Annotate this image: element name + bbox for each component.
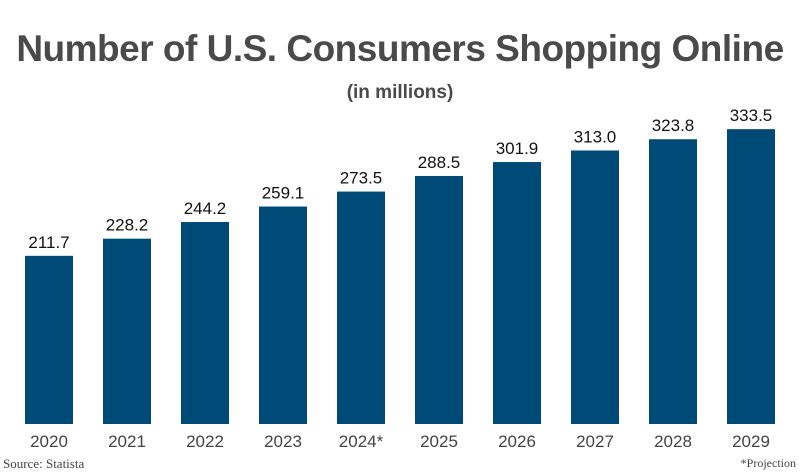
bar-2027 xyxy=(571,150,619,425)
x-tick-label: 2022 xyxy=(186,432,224,451)
bar-2025 xyxy=(415,175,463,424)
x-tick-label: 2021 xyxy=(108,432,146,451)
x-tick-label: 2028 xyxy=(654,432,692,451)
chart-title: Number of U.S. Consumers Shopping Online xyxy=(16,28,784,69)
data-label: 244.2 xyxy=(184,199,227,218)
data-label: 301.9 xyxy=(496,139,539,158)
bar-2023 xyxy=(259,206,307,424)
data-label: 288.5 xyxy=(418,153,461,172)
bar-2022 xyxy=(181,222,229,424)
data-label: 273.5 xyxy=(340,169,383,188)
data-label: 228.2 xyxy=(106,216,149,235)
source-note: Source: Statista xyxy=(3,456,85,471)
chart-subtitle: (in millions) xyxy=(346,82,454,103)
projection-note: *Projection xyxy=(740,456,796,470)
x-tick-label: 2026 xyxy=(498,432,536,451)
x-tick-label: 2024* xyxy=(339,432,384,451)
x-tick-label: 2025 xyxy=(420,432,458,451)
data-label: 211.7 xyxy=(28,233,69,252)
data-label: 313.0 xyxy=(574,127,617,146)
bar-2029 xyxy=(727,129,775,424)
data-label: 323.8 xyxy=(652,116,695,135)
x-tick-label: 2020 xyxy=(30,432,68,451)
x-tick-label: 2023 xyxy=(264,432,302,451)
x-tick-label: 2027 xyxy=(576,432,614,451)
bar-2026 xyxy=(493,162,541,425)
data-label: 333.5 xyxy=(730,106,773,125)
bar-2021 xyxy=(103,238,151,424)
bar-2024* xyxy=(337,191,385,424)
bar-2028 xyxy=(649,139,697,425)
x-tick-label: 2029 xyxy=(732,432,770,451)
bar-2020 xyxy=(25,255,73,424)
data-label: 259.1 xyxy=(262,184,305,203)
